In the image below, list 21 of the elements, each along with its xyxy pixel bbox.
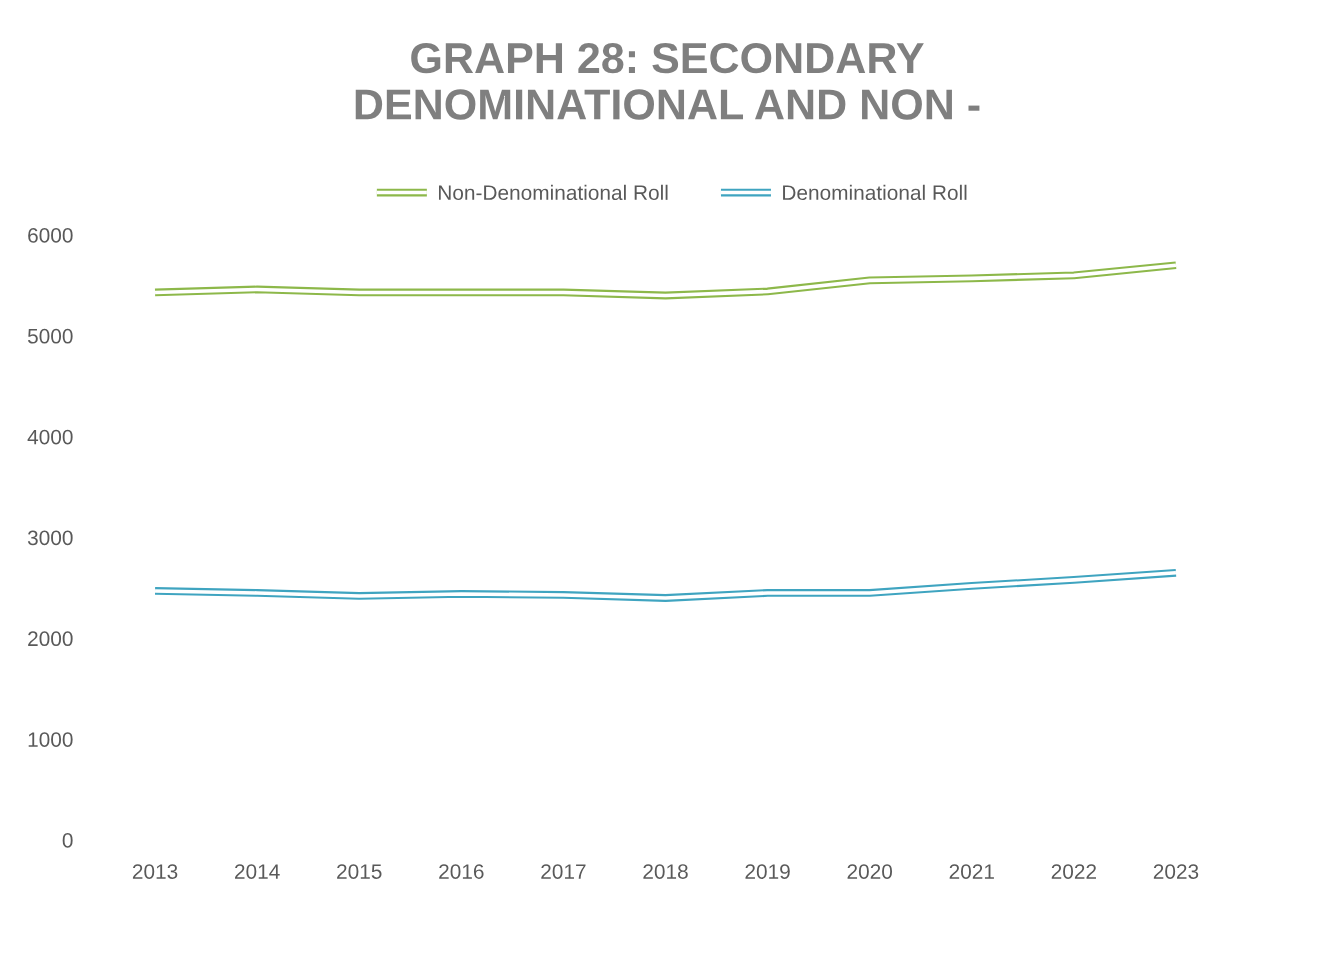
y-tick-label: 6000	[28, 228, 73, 243]
legend-label: Non-Denominational Roll	[438, 184, 668, 201]
x-tick-label: 2019	[745, 864, 790, 879]
x-tick-label: 2017	[541, 864, 586, 879]
x-tick-label: 2016	[439, 864, 484, 879]
x-tick-label: 2022	[1051, 864, 1096, 879]
y-tick-label: 4000	[27, 429, 73, 445]
chart-title: GRAPH 28: SECONDARY DENOMINATIONAL AND NON -	[355, 42, 980, 120]
x-tick-label: 2021	[949, 864, 994, 879]
x-tick-label: 2015	[337, 864, 382, 879]
x-tick-label: 2018	[643, 864, 688, 879]
x-tick-label: 2013	[132, 864, 178, 879]
y-tick-label: 1000	[28, 732, 73, 747]
x-tick-label: 2023	[1153, 864, 1199, 879]
y-tick-label: 5000	[27, 328, 73, 344]
y-tick-label: 0	[62, 833, 73, 848]
x-tick-label: 2014	[235, 864, 280, 879]
y-tick-label: 3000	[27, 530, 73, 546]
y-tick-label: 2000	[28, 631, 73, 647]
x-tick-label: 2020	[847, 864, 893, 879]
legend-label: Denominational Roll	[783, 184, 967, 201]
